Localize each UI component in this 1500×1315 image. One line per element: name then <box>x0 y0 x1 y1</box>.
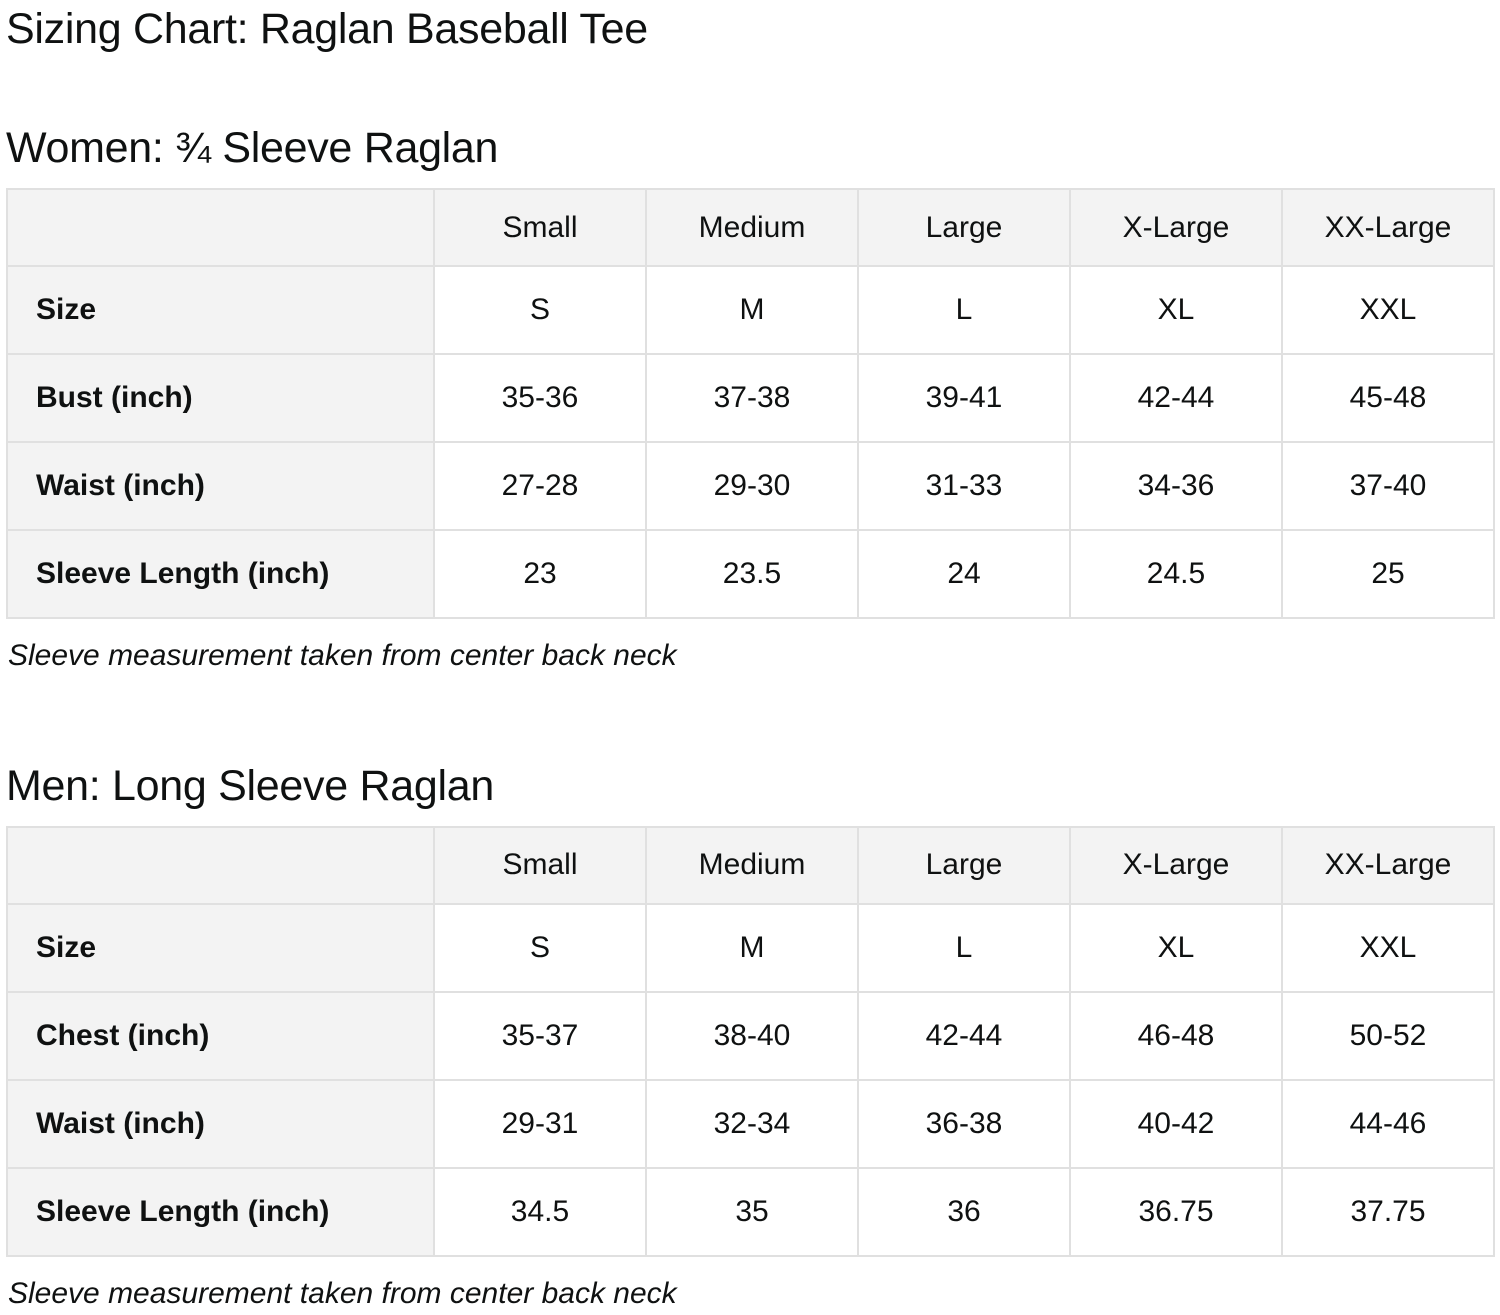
size-value: M <box>645 902 859 993</box>
column-header-xlarge: X-Large <box>1069 825 1283 905</box>
measurement-value: 24 <box>857 529 1071 620</box>
measurement-value: 42-44 <box>1069 353 1283 444</box>
corner-cell <box>6 188 435 268</box>
size-value: S <box>433 265 647 356</box>
measurement-value: 36 <box>857 1166 1071 1257</box>
column-header-large: Large <box>857 825 1071 905</box>
measurement-value: 27-28 <box>433 441 647 532</box>
measurement-value: 39-41 <box>857 353 1071 444</box>
page-title: Sizing Chart: Raglan Baseball Tee <box>6 5 648 53</box>
measurement-value: 46-48 <box>1069 990 1283 1081</box>
measurement-value: 23 <box>433 529 647 620</box>
table-row: Chest (inch) 35-37 38-40 42-44 46-48 50-… <box>6 990 1495 1081</box>
column-header-small: Small <box>433 188 647 268</box>
sleeve-measurement-note: Sleeve measurement taken from center bac… <box>8 1276 677 1310</box>
measurement-value: 42-44 <box>857 990 1071 1081</box>
table-row: Sleeve Length (inch) 23 23.5 24 24.5 25 <box>6 529 1495 620</box>
measurement-value: 40-42 <box>1069 1078 1283 1169</box>
measurement-value: 44-46 <box>1281 1078 1495 1169</box>
column-header-small: Small <box>433 825 647 905</box>
size-value: L <box>857 902 1071 993</box>
table-row: Sleeve Length (inch) 34.5 35 36 36.75 37… <box>6 1166 1495 1257</box>
men-sizing-section: Men: Long Sleeve Raglan Small Medium Lar… <box>6 759 1495 1313</box>
column-header-medium: Medium <box>645 188 859 268</box>
measurement-value: 34-36 <box>1069 441 1283 532</box>
measurement-value: 32-34 <box>645 1078 859 1169</box>
table-row: Waist (inch) 27-28 29-30 31-33 34-36 37-… <box>6 441 1495 532</box>
measurement-value: 45-48 <box>1281 353 1495 444</box>
measurement-value: 35-37 <box>433 990 647 1081</box>
women-sizing-table: Small Medium Large X-Large XX-Large Size… <box>6 188 1495 620</box>
measurement-value: 37.75 <box>1281 1166 1495 1257</box>
size-value: XL <box>1069 265 1283 356</box>
column-header-xxlarge: XX-Large <box>1281 188 1495 268</box>
measurement-value: 37-40 <box>1281 441 1495 532</box>
measurement-value: 23.5 <box>645 529 859 620</box>
column-header-large: Large <box>857 188 1071 268</box>
measurement-value: 24.5 <box>1069 529 1283 620</box>
row-label: Bust (inch) <box>6 353 435 444</box>
size-value: XXL <box>1281 902 1495 993</box>
women-sizing-section: Women: ¾ Sleeve Raglan Small Medium Larg… <box>6 121 1495 675</box>
size-value: S <box>433 902 647 993</box>
row-label: Sleeve Length (inch) <box>6 529 435 620</box>
row-label: Size <box>6 902 435 993</box>
column-header-xxlarge: XX-Large <box>1281 825 1495 905</box>
table-row: Size S M L XL XXL <box>6 902 1495 993</box>
column-header-medium: Medium <box>645 825 859 905</box>
row-label: Size <box>6 265 435 356</box>
table-row: Bust (inch) 35-36 37-38 39-41 42-44 45-4… <box>6 353 1495 444</box>
table-header-row: Small Medium Large X-Large XX-Large <box>6 188 1495 268</box>
row-label: Waist (inch) <box>6 1078 435 1169</box>
column-header-xlarge: X-Large <box>1069 188 1283 268</box>
corner-cell <box>6 825 435 905</box>
row-label: Sleeve Length (inch) <box>6 1166 435 1257</box>
women-section-heading: Women: ¾ Sleeve Raglan <box>6 124 499 173</box>
size-value: XL <box>1069 902 1283 993</box>
sleeve-measurement-note: Sleeve measurement taken from center bac… <box>8 639 677 673</box>
measurement-value: 35 <box>645 1166 859 1257</box>
size-value: XXL <box>1281 265 1495 356</box>
row-label: Chest (inch) <box>6 990 435 1081</box>
measurement-value: 37-38 <box>645 353 859 444</box>
measurement-value: 36-38 <box>857 1078 1071 1169</box>
table-row: Size S M L XL XXL <box>6 265 1495 356</box>
measurement-value: 34.5 <box>433 1166 647 1257</box>
measurement-value: 31-33 <box>857 441 1071 532</box>
men-sizing-table: Small Medium Large X-Large XX-Large Size… <box>6 825 1495 1257</box>
row-label: Waist (inch) <box>6 441 435 532</box>
table-header-row: Small Medium Large X-Large XX-Large <box>6 825 1495 905</box>
measurement-value: 38-40 <box>645 990 859 1081</box>
measurement-value: 36.75 <box>1069 1166 1283 1257</box>
measurement-value: 25 <box>1281 529 1495 620</box>
measurement-value: 29-30 <box>645 441 859 532</box>
table-row: Waist (inch) 29-31 32-34 36-38 40-42 44-… <box>6 1078 1495 1169</box>
measurement-value: 35-36 <box>433 353 647 444</box>
measurement-value: 50-52 <box>1281 990 1495 1081</box>
size-value: M <box>645 265 859 356</box>
size-value: L <box>857 265 1071 356</box>
measurement-value: 29-31 <box>433 1078 647 1169</box>
men-section-heading: Men: Long Sleeve Raglan <box>6 761 494 810</box>
